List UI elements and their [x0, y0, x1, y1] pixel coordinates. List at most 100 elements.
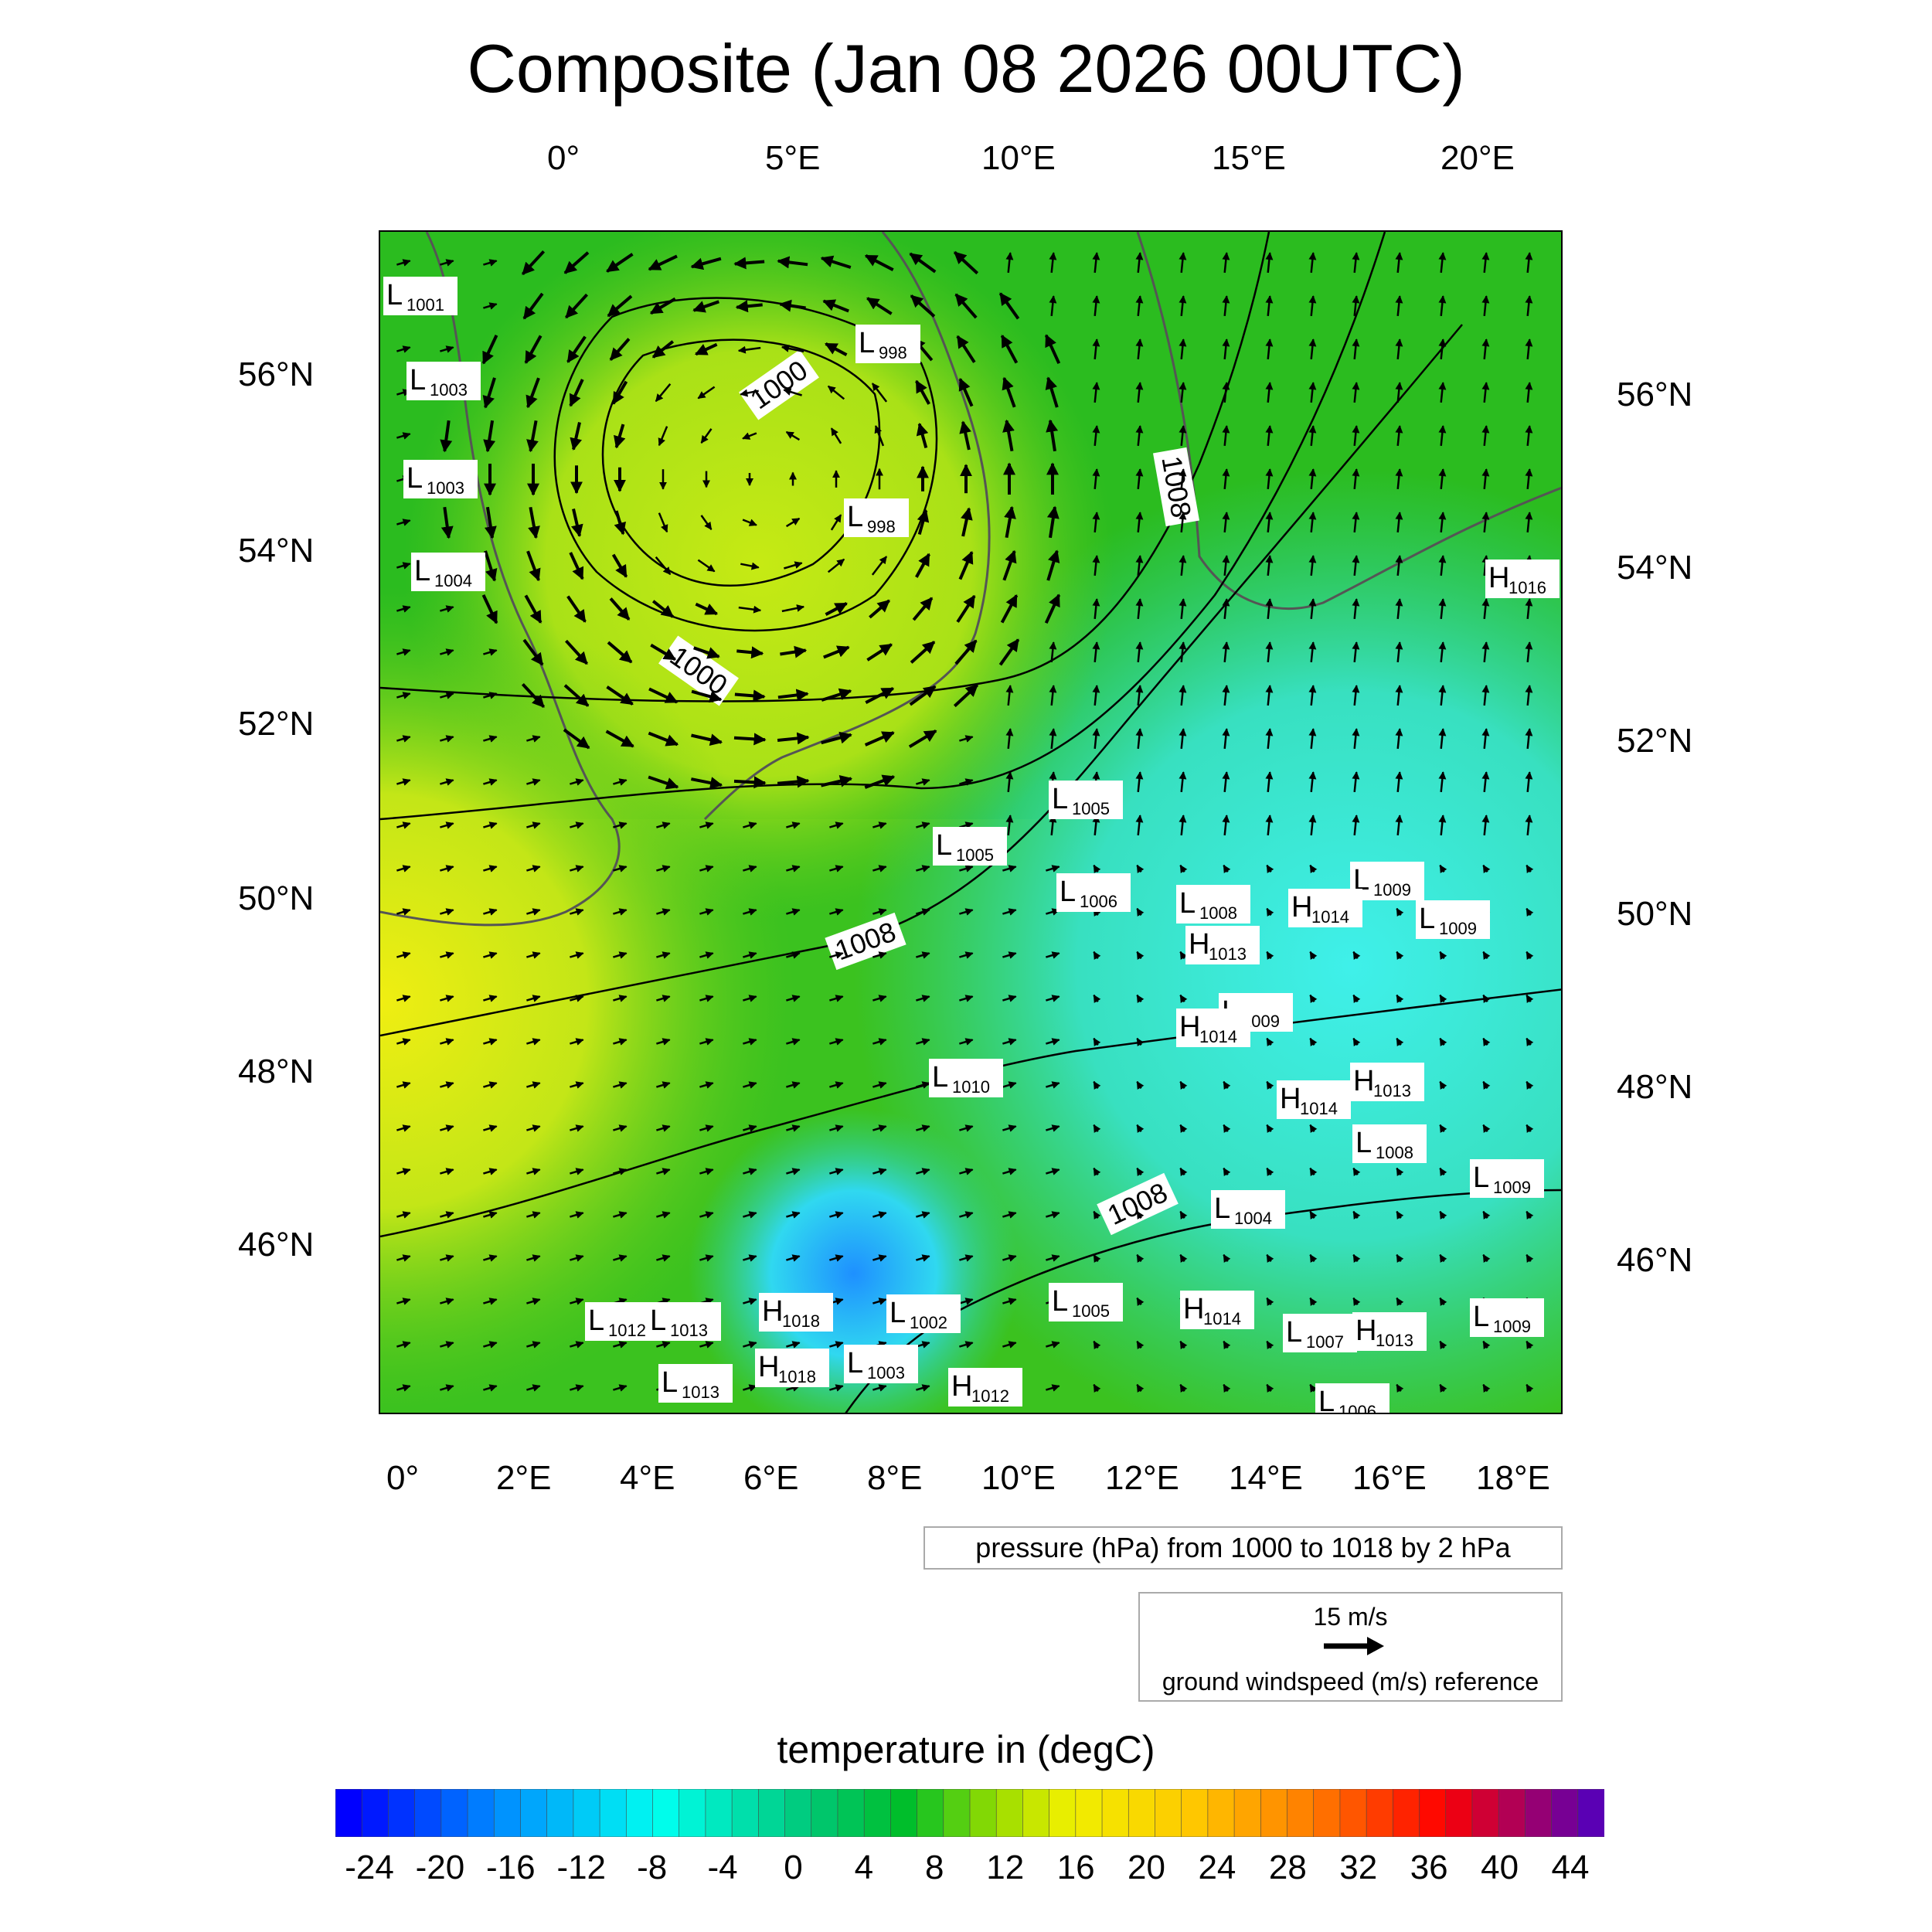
wind-arrow: [830, 427, 842, 444]
pressure-center-type: H: [1183, 1293, 1204, 1325]
wind-arrow: [656, 1254, 671, 1262]
wind-arrow: [829, 1081, 844, 1089]
wind-arrow: [1002, 1211, 1017, 1219]
map-panel[interactable]: 1000 1000 1008 1008 1008 L 1001 L 1003 L 1003…: [379, 230, 1563, 1414]
wind-arrow: [1000, 594, 1019, 624]
wind-arrow: [1136, 1037, 1145, 1046]
wind-arrow: [953, 250, 979, 275]
wind-arrow: [917, 509, 930, 536]
wind-arrow: [916, 821, 930, 829]
pressure-center-box: [1288, 889, 1362, 927]
wind-arrow: [1092, 252, 1100, 274]
wind-arrow: [916, 422, 929, 449]
pressure-center-box: [948, 1368, 1022, 1406]
wind-arrow: [613, 778, 628, 786]
wind-arrow: [648, 775, 679, 790]
wind-arrow: [691, 777, 723, 789]
wind-arrow: [484, 550, 498, 582]
wind-arrow: [998, 638, 1020, 666]
wind-arrow: [396, 1211, 411, 1219]
wind-arrow: [1265, 728, 1274, 750]
colorbar-cell: [1445, 1789, 1473, 1837]
wind-arrow: [1481, 815, 1490, 836]
wind-arrow: [743, 951, 757, 959]
wind-arrow: [959, 420, 971, 451]
colorbar-tick-label: 28: [1268, 1849, 1307, 1886]
wind-arrow: [613, 1124, 628, 1132]
wind-arrow: [1352, 1253, 1361, 1263]
bottom-lon-label: 0°: [386, 1459, 420, 1497]
wind-arrow: [1092, 555, 1100, 577]
wind-arrow: [1352, 1037, 1361, 1046]
wind-arrow: [785, 430, 801, 441]
wind-arrow: [1222, 512, 1230, 533]
pressure-center-box: [1350, 1063, 1424, 1101]
top-lon-label: 15°E: [1212, 139, 1286, 177]
pressure-center-type: L: [650, 1304, 666, 1337]
wind-arrow: [1308, 598, 1317, 620]
pressure-center-box: [1049, 1283, 1123, 1321]
wind-arrow: [1482, 1340, 1491, 1349]
wind-arrow: [1046, 1081, 1060, 1089]
wind-arrow: [396, 821, 411, 829]
wind-arrow: [916, 1038, 930, 1046]
wind-arrow: [1526, 864, 1534, 873]
wind-arrow: [1525, 468, 1533, 490]
wind-arrow: [1046, 995, 1060, 1002]
wind-arrow: [440, 1124, 454, 1132]
wind-arrow: [1481, 512, 1490, 533]
wind-arrow: [697, 386, 716, 400]
pressure-center: L 1007: [1283, 1314, 1357, 1352]
top-lon-label: 20°E: [1440, 139, 1515, 177]
pressure-legend: pressure (hPa) from 1000 to 1018 by 2 hP…: [923, 1526, 1563, 1570]
wind-arrow: [1526, 951, 1534, 960]
wind-arrow: [1046, 1211, 1060, 1219]
wind-arrow: [1092, 295, 1100, 317]
wind-arrow: [1092, 598, 1100, 620]
wind-arrow: [821, 731, 852, 745]
wind-arrow: [483, 1124, 498, 1132]
wind-arrow: [1135, 425, 1144, 447]
wind-arrow: [440, 259, 454, 267]
wind-arrow: [1438, 641, 1447, 663]
pressure-center-type: L: [662, 1366, 678, 1399]
wind-arrow: [912, 597, 934, 621]
colorbar-cell: [546, 1789, 574, 1837]
wind-arrow: [1179, 382, 1187, 403]
wind-arrow: [565, 293, 588, 319]
wind-arrow: [1223, 1340, 1231, 1349]
wind-arrow: [829, 1254, 844, 1262]
wind-arrow: [483, 1341, 498, 1349]
right-lat-label: 48°N: [1617, 1068, 1693, 1106]
reference-arrow-icon: [1324, 1637, 1384, 1655]
wind-arrow: [613, 1038, 628, 1046]
wind-arrow: [1266, 1167, 1274, 1176]
wind-arrow: [1482, 994, 1491, 1003]
wind-arrow: [483, 735, 498, 743]
pressure-center-value: 1003: [430, 380, 468, 400]
wind-arrow: [1179, 338, 1187, 360]
wind-arrow: [959, 1038, 974, 1046]
pressure-center-box: [1056, 873, 1131, 912]
wind-arrow: [1439, 1210, 1447, 1219]
bottom-lon-label: 10°E: [981, 1459, 1056, 1497]
wind-arrow: [959, 1211, 974, 1219]
wind-arrow: [1482, 951, 1491, 960]
wind-arrow: [570, 1081, 584, 1089]
wind-arrow: [396, 648, 411, 656]
wind-arrow: [872, 1298, 887, 1305]
wind-arrow: [916, 778, 930, 786]
wind-arrow: [1308, 382, 1317, 403]
pressure-center-type: L: [889, 1297, 906, 1329]
pressure-center-type: L: [1214, 1192, 1230, 1225]
wind-arrow: [959, 1124, 974, 1132]
wind-arrow: [526, 1211, 541, 1219]
wind-arrow: [1135, 295, 1144, 317]
colorbar-cell: [361, 1789, 389, 1837]
colorbar-cell: [414, 1789, 442, 1837]
pressure-center-box: [383, 277, 457, 315]
colorbar-tick-label: 4: [854, 1849, 874, 1886]
wind-arrow: [1266, 1124, 1274, 1133]
wind-arrow: [1482, 1080, 1491, 1090]
